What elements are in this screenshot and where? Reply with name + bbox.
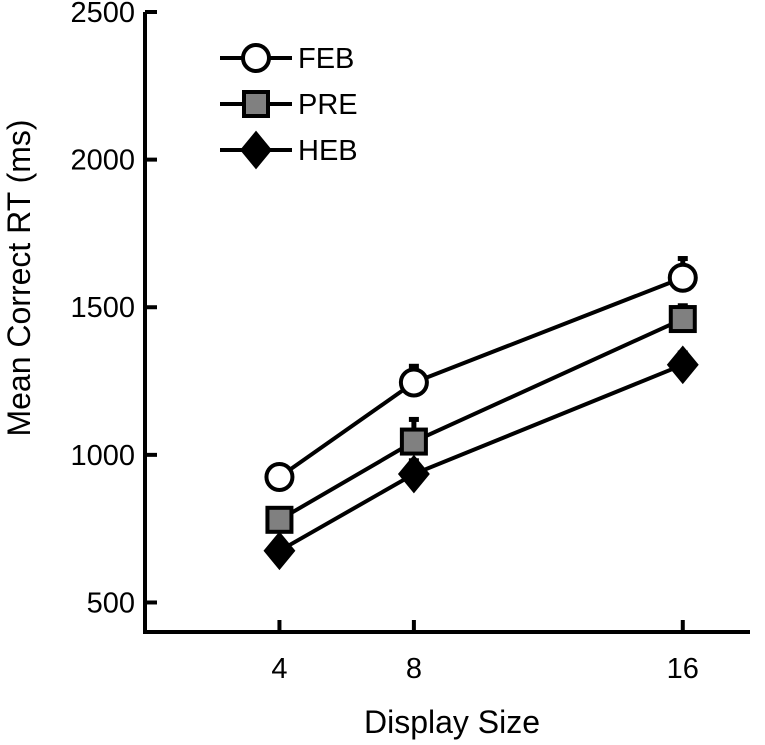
series-layer xyxy=(263,256,699,571)
series-heb xyxy=(263,345,699,571)
legend-marker xyxy=(241,43,271,73)
y-tick-label: 2000 xyxy=(70,145,135,177)
series-feb xyxy=(264,256,698,492)
data-point xyxy=(265,505,294,534)
legend-marker xyxy=(240,130,272,170)
data-point xyxy=(667,262,698,293)
y-tick-label: 2500 xyxy=(70,0,135,29)
x-tick-label: 4 xyxy=(271,653,287,685)
legend-label: FEB xyxy=(298,43,354,75)
legend-label: PRE xyxy=(298,89,358,121)
data-point xyxy=(263,531,296,571)
data-point xyxy=(399,427,428,456)
data-point xyxy=(397,454,430,494)
x-tick-label: 16 xyxy=(667,653,699,685)
legend-item-pre: PRE xyxy=(220,89,358,121)
series-line xyxy=(278,362,684,553)
series-pre xyxy=(265,303,697,534)
legend: FEB PRE HEB xyxy=(220,43,358,170)
legend-marker xyxy=(242,90,270,118)
legend-item-heb: HEB xyxy=(220,130,358,170)
data-point xyxy=(668,305,697,334)
y-axis-title: Mean Correct RT (ms) xyxy=(1,119,37,436)
x-axis-title: Display Size xyxy=(364,704,540,740)
legend-label: HEB xyxy=(298,135,358,167)
y-tick-label: 1500 xyxy=(70,292,135,324)
legend-item-feb: FEB xyxy=(220,43,354,75)
series-line xyxy=(278,317,684,522)
x-tick-label: 8 xyxy=(406,653,422,685)
data-point xyxy=(398,367,429,398)
data-point xyxy=(264,462,295,492)
y-tick-label: 500 xyxy=(87,587,135,619)
data-point xyxy=(666,345,699,385)
axes: 500 1000 1500 2000 2500 4 8 16 xyxy=(70,0,750,685)
y-tick-label: 1000 xyxy=(70,440,135,472)
